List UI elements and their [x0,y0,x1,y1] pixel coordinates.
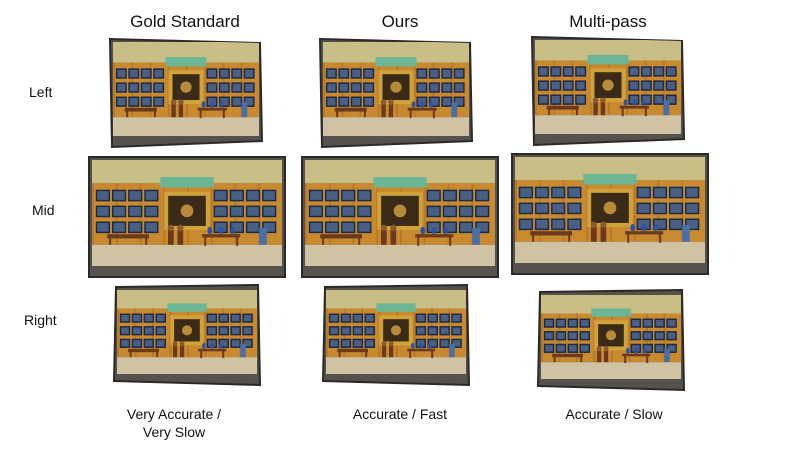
render-left-multi-pass [530,35,686,147]
render-mid-ours [300,155,500,279]
row-label-right: Right [24,312,57,328]
caption-multi-pass: Accurate / Slow [494,405,734,423]
render-left-gold-standard [108,37,264,149]
caption-ours-line1: Accurate / Fast [352,406,448,422]
column-title-ours: Ours [381,12,419,31]
caption-multi-pass-line1: Accurate / Slow [565,406,663,422]
caption-gold-standard-line2: Very Slow [142,424,206,440]
caption-ours: Accurate / Fast [280,405,520,423]
column-title-gold-standard: Gold Standard [130,12,240,31]
render-right-gold-standard [112,283,262,387]
render-mid-multi-pass [510,152,710,276]
caption-gold-standard-line1: Very Accurate / [126,406,222,422]
column-title-multi-pass: Multi-pass [569,12,647,31]
row-label-mid: Mid [32,202,55,218]
caption-gold-standard: Very Accurate / Very Slow [54,405,294,441]
row-label-left: Left [29,84,53,100]
render-mid-gold-standard [87,155,287,279]
render-left-ours [318,37,474,149]
render-right-multi-pass [536,288,686,392]
render-right-ours [321,283,471,387]
